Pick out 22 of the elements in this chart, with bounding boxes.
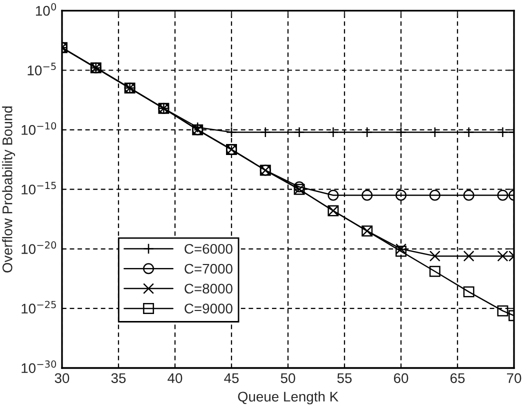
y-axis-title: Overflow Probability Bound bbox=[2, 106, 16, 272]
legend-label: C=8000 bbox=[184, 284, 232, 294]
y-tick-label: 10$^{−20}$ bbox=[22, 241, 56, 254]
y-tick-label: 10$^{−25}$ bbox=[22, 300, 56, 314]
x-tick-label: 40 bbox=[168, 373, 182, 384]
x-tick-label: 45 bbox=[224, 373, 239, 384]
y-tick-label: 10$^{−10}$ bbox=[22, 122, 56, 135]
y-tick-label: 10$^{−5}$ bbox=[28, 62, 56, 76]
x-axis-title: Queue Length K bbox=[238, 391, 338, 404]
x-tick-label: 30 bbox=[54, 373, 70, 384]
x-tick-label: 65 bbox=[450, 373, 465, 384]
x-tick-label: 60 bbox=[394, 373, 408, 384]
legend-label: C=7000 bbox=[184, 264, 232, 274]
y-tick-label: 10$^{−30}$ bbox=[22, 360, 56, 374]
legend-label: C=9000 bbox=[184, 304, 232, 314]
x-tick-label: 35 bbox=[111, 373, 126, 384]
x-tick-label: 50 bbox=[280, 373, 296, 384]
x-tick-label: 70 bbox=[506, 373, 522, 384]
legend-label: C=6000 bbox=[184, 244, 232, 254]
y-tick-label: 10$^{−15}$ bbox=[22, 182, 56, 194]
x-tick-label: 55 bbox=[337, 373, 352, 384]
y-tick-label: 10$^{0}$ bbox=[36, 3, 56, 16]
